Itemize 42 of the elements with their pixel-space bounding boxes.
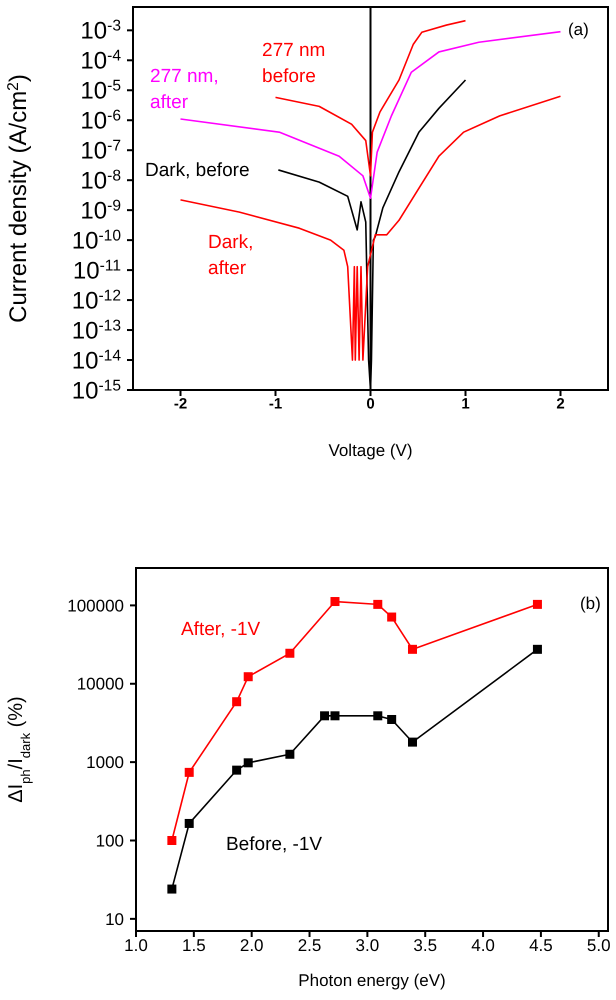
y-tick-label: 10$^{-14}$ bbox=[72, 346, 122, 374]
y-tick-label: 10$^{-12}$ bbox=[72, 286, 121, 314]
x-tick-label: 4.0 bbox=[471, 936, 495, 956]
y-tick-label: 100 bbox=[96, 831, 124, 850]
y-tick-label: 10$^{-3}$ bbox=[80, 17, 121, 45]
y-tick-label: 10$^{-4}$ bbox=[80, 47, 122, 75]
y-tick-label: 10$^{-13}$ bbox=[72, 316, 121, 344]
y-tick-label: 10$^{-15}$ bbox=[72, 376, 122, 404]
x-tick-label: 1.0 bbox=[124, 936, 148, 956]
x-tick-label: 2.0 bbox=[240, 936, 264, 956]
y-tick-label: 1000 bbox=[86, 753, 124, 772]
x-tick-label: 5.0 bbox=[586, 936, 611, 956]
x-tick-label: -2 bbox=[174, 396, 188, 413]
y-tick-label: 10$^{-9}$ bbox=[80, 197, 121, 225]
x-tick-label: 3.0 bbox=[356, 936, 380, 956]
x-tick-label: 1 bbox=[461, 396, 470, 413]
series-label: 277 nm before bbox=[262, 39, 326, 89]
series-label: Dark, before bbox=[145, 159, 250, 183]
x-tick-label: 2.5 bbox=[298, 936, 322, 956]
y-tick-label: 10$^{-6}$ bbox=[80, 107, 121, 135]
series-label: Before, -1V bbox=[226, 833, 322, 857]
x-tick-label: 3.5 bbox=[413, 936, 438, 956]
annotation: (b) bbox=[580, 594, 601, 614]
x-tick-label: 2 bbox=[556, 396, 565, 413]
y-tick-label: 10 bbox=[105, 910, 124, 929]
series-label: After, -1V bbox=[181, 618, 260, 642]
x-tick-label: 4.5 bbox=[529, 936, 553, 956]
series-label: Dark, after bbox=[208, 231, 254, 281]
x-tick-label: -1 bbox=[268, 396, 282, 413]
x-tick-label: 1.5 bbox=[182, 936, 206, 956]
y-tick-label: 100000 bbox=[67, 596, 124, 616]
y-tick-label: 10$^{-11}$ bbox=[72, 257, 121, 285]
x-axis-title: Photon energy (eV) bbox=[298, 971, 446, 990]
y-tick-label: 10$^{-7}$ bbox=[80, 137, 121, 165]
y-tick-label: 10$^{-10}$ bbox=[72, 227, 122, 255]
annotation: (a) bbox=[568, 20, 589, 40]
y-tick-label: 10000 bbox=[76, 674, 124, 694]
x-axis-title: Voltage (V) bbox=[328, 441, 413, 460]
y-tick-label: 10$^{-5}$ bbox=[80, 77, 122, 105]
x-tick-label: 0 bbox=[366, 396, 375, 413]
series-label: 277 nm, after bbox=[150, 65, 219, 115]
y-tick-label: 10$^{-8}$ bbox=[80, 167, 121, 195]
